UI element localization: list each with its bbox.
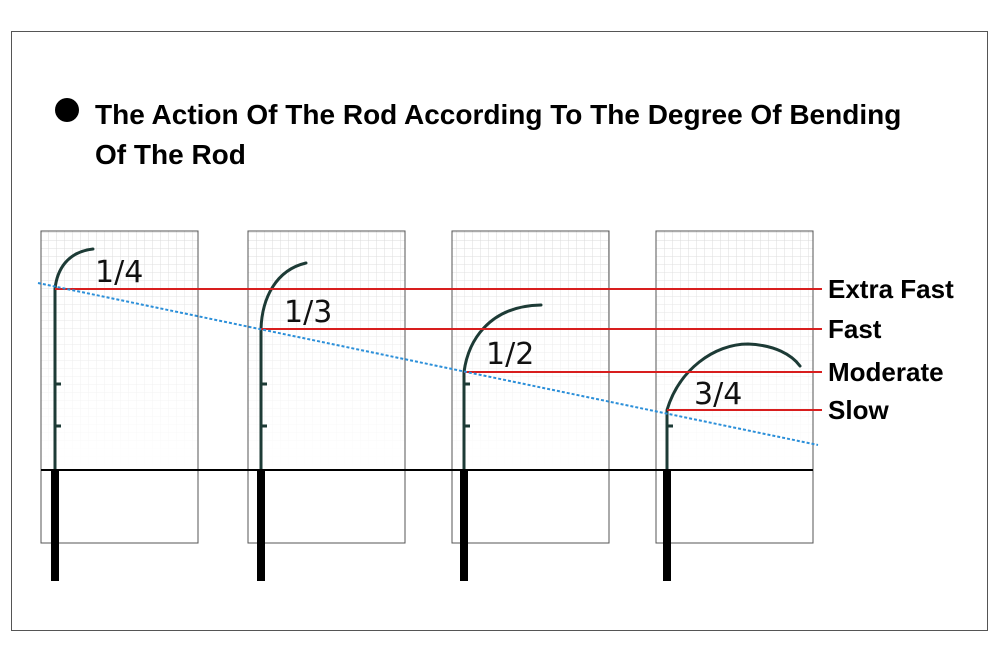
- grid-panel: [248, 231, 405, 469]
- rod-tip: [259, 261, 308, 331]
- action-label: Slow: [828, 395, 889, 425]
- bullet-icon: [55, 98, 79, 122]
- rod-handle: [663, 470, 671, 581]
- action-label: Moderate: [828, 357, 944, 387]
- fraction-label: 1/3: [284, 295, 332, 330]
- panel-border: [247, 230, 406, 544]
- bend-point-diagonal: [37, 282, 819, 446]
- panel-border: [451, 230, 610, 544]
- rod-tip: [53, 247, 95, 291]
- rod-handle: [460, 470, 468, 581]
- figure-frame: [11, 31, 988, 631]
- grid-panel: [452, 231, 609, 469]
- fraction-label: 3/4: [694, 377, 742, 412]
- panel-border: [655, 230, 814, 544]
- rod-handle: [51, 470, 59, 581]
- diagram-title: The Action Of The Rod According To The D…: [95, 99, 902, 170]
- grid-panel: [656, 231, 813, 469]
- fraction-label: 1/2: [486, 337, 534, 372]
- fraction-label: 1/4: [95, 255, 143, 290]
- action-label: Extra Fast: [828, 274, 954, 304]
- panel-border: [40, 230, 199, 544]
- action-label: Fast: [828, 314, 882, 344]
- rod-tip: [665, 342, 802, 412]
- rod-handle: [257, 470, 265, 581]
- grid-panel: [41, 231, 198, 469]
- rod-tip: [462, 303, 543, 374]
